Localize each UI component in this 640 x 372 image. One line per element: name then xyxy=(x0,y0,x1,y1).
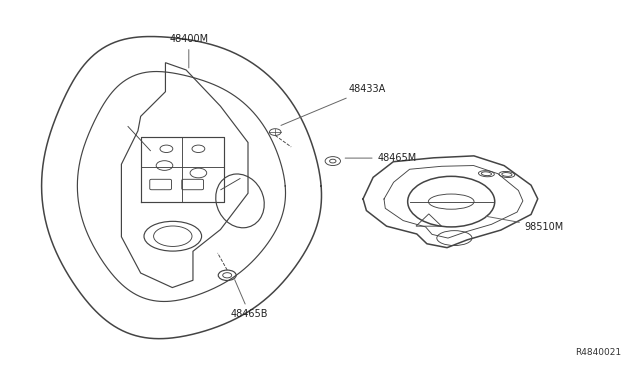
Text: R4840021: R4840021 xyxy=(575,348,621,357)
Text: 48433A: 48433A xyxy=(281,84,386,125)
Text: 48400M: 48400M xyxy=(169,34,209,68)
Text: 48465B: 48465B xyxy=(231,280,268,319)
Text: 98510M: 98510M xyxy=(486,216,564,232)
Text: 48465M: 48465M xyxy=(345,153,417,163)
